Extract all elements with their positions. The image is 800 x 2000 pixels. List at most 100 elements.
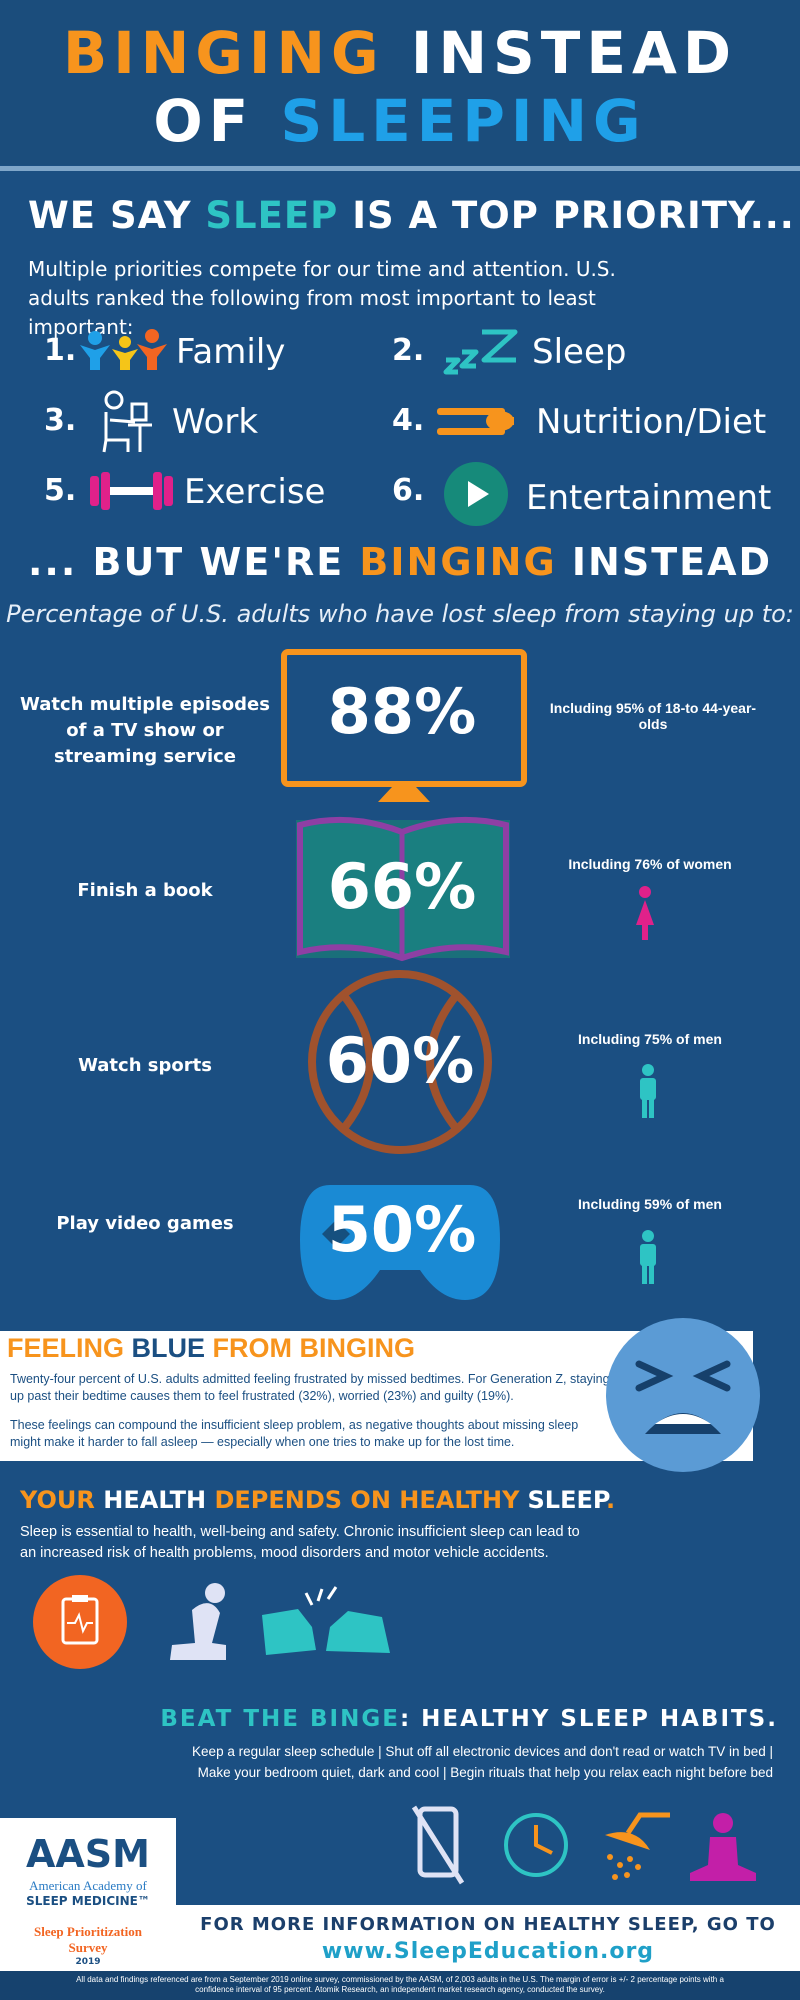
paragraph: Twenty-four percent of U.S. adults admit…	[10, 1372, 610, 1403]
work-icon	[102, 390, 152, 453]
title-line: BINGING INSTEAD	[0, 22, 800, 84]
detail-label: Including 75% of men	[578, 1031, 722, 1047]
survey-year: 2019	[75, 1957, 101, 1967]
heading-part: SLEEP	[205, 194, 339, 237]
priority-label: Sleep	[532, 332, 627, 372]
cta-text: FOR MORE INFORMATION ON HEALTHY SLEEP, G…	[200, 1914, 776, 1935]
title-word: OF	[153, 87, 255, 155]
rank: 4.	[392, 403, 425, 438]
heading-part: INSTEAD	[571, 540, 773, 584]
family-icon	[80, 329, 167, 370]
heading-part: HEALTHY	[399, 1486, 520, 1514]
title-word: SLEEPING	[280, 87, 647, 155]
health-icons	[33, 1575, 390, 1669]
heading-part: HEALTH	[103, 1486, 207, 1514]
exercise-icon	[90, 472, 173, 510]
priority-label: Nutrition/Diet	[536, 402, 767, 442]
disclaimer-band	[0, 1971, 800, 2000]
org-line: American Academy of	[29, 1878, 147, 1893]
section-heading: ... BUT WE'RE BINGING INSTEAD	[0, 540, 800, 584]
priority-label: Entertainment	[526, 478, 772, 518]
shower-icon	[605, 1812, 670, 1880]
distressed-person-icon	[170, 1583, 226, 1660]
rank: 6.	[392, 473, 425, 508]
cta-band	[176, 1905, 800, 1971]
paragraph: These feelings can compound the insuffic…	[10, 1418, 579, 1449]
intro-text: Multiple priorities compete for our time…	[28, 257, 616, 339]
heading-part: FROM BINGING	[212, 1333, 416, 1363]
logo-box	[0, 1818, 176, 1971]
heading-part: FEELING	[7, 1333, 125, 1363]
activity-label: Watch sports	[78, 1055, 212, 1076]
title-word: INSTEAD	[410, 19, 737, 87]
activity-label: Play video games	[56, 1213, 234, 1234]
man-icon	[640, 1230, 656, 1284]
heading-part: YOUR	[20, 1486, 95, 1514]
heading-part: WE SAY	[28, 194, 192, 237]
priority-icons	[80, 329, 518, 526]
section-heading: WE SAY SLEEP IS A TOP PRIORITY...	[28, 194, 795, 237]
car-crash-icon	[262, 1586, 390, 1655]
rank: 1.	[44, 333, 77, 368]
tv-icon	[281, 649, 527, 802]
detail-label: Including 95% of 18-to 44-year-olds	[549, 700, 757, 732]
heading-part: : HEALTHY SLEEP HABITS.	[399, 1706, 778, 1732]
habit-line: Keep a regular sleep schedule | Shut off…	[192, 1744, 773, 1759]
survey-line: Survey	[68, 1940, 108, 1955]
clipboard-icon	[33, 1575, 127, 1669]
sad-face-icon	[606, 1318, 760, 1472]
health-text: Sleep is essential to health, well-being…	[20, 1524, 580, 1561]
heading-part: ... BUT WE'RE	[27, 540, 345, 584]
percent: 66%	[327, 850, 477, 923]
rank: 2.	[392, 333, 425, 368]
priority-label: Exercise	[184, 472, 326, 512]
priority-label: Work	[172, 402, 259, 442]
divider	[0, 166, 800, 171]
rank: 5.	[44, 473, 77, 508]
disclaimer: All data and findings referenced are fro…	[76, 1975, 724, 1994]
detail-label: Including 59% of men	[578, 1196, 722, 1212]
heading-part: BINGING	[359, 540, 557, 584]
percent: 50%	[327, 1193, 477, 1266]
logo: AASM	[25, 1832, 150, 1876]
org-line: SLEEP MEDICINE™	[26, 1894, 150, 1908]
priority-label: Family	[176, 332, 286, 372]
header-band	[0, 0, 800, 165]
subtitle: Percentage of U.S. adults who have lost …	[6, 600, 794, 628]
percent: 60%	[325, 1024, 475, 1097]
heading-part: DEPENDS ON	[214, 1486, 391, 1514]
heading-part: .	[606, 1486, 616, 1514]
heading-part: BEAT THE BINGE	[160, 1706, 400, 1732]
section-heading: YOUR HEALTH DEPENDS ON HEALTHY SLEEP.	[20, 1486, 615, 1514]
man-icon	[640, 1064, 656, 1118]
activity-label: Finish a book	[77, 880, 213, 901]
binging-icons	[281, 649, 656, 1300]
sleep-icon	[443, 329, 518, 375]
detail-label: Including 76% of women	[568, 856, 732, 872]
controller-icon	[300, 1185, 500, 1300]
habit-icons	[411, 1805, 756, 1885]
activity-label: Watch multiple episodes of a TV show or …	[20, 694, 270, 767]
clock-icon	[504, 1813, 568, 1877]
book-icon	[296, 816, 510, 962]
heading-part: IS A TOP PRIORITY...	[352, 194, 795, 237]
section-heading: FEELING BLUE FROM BINGING	[7, 1333, 415, 1364]
yoga-icon	[690, 1813, 756, 1881]
title-word: BINGING	[63, 19, 385, 87]
heading-part: SLEEP	[527, 1486, 607, 1514]
nutrition-icon	[437, 408, 514, 435]
habit-line: Make your bedroom quiet, dark and cool |…	[197, 1765, 773, 1780]
woman-icon	[636, 886, 654, 940]
cta-url[interactable]: www.SleepEducation.org	[321, 1939, 655, 1964]
section-heading: BEAT THE BINGE: HEALTHY SLEEP HABITS.	[160, 1706, 778, 1732]
entertainment-icon	[444, 462, 508, 526]
survey-line: Sleep Prioritization	[34, 1924, 142, 1939]
percent: 88%	[327, 675, 477, 748]
rank: 3.	[44, 403, 77, 438]
title-line: OF SLEEPING	[0, 90, 800, 152]
ball-icon	[308, 970, 492, 1154]
no-phone-icon	[411, 1805, 465, 1885]
heading-part: BLUE	[131, 1333, 206, 1363]
